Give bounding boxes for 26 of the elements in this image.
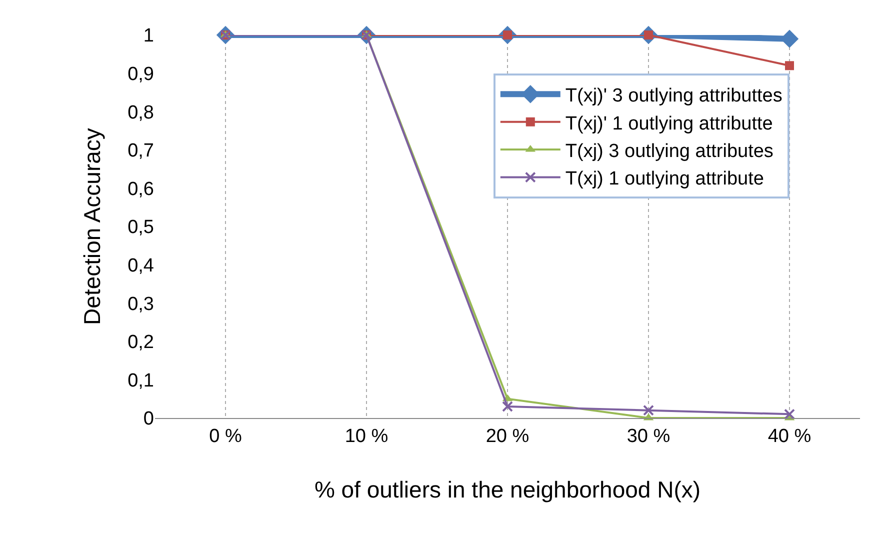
y-tick-label: 0,6 [128, 178, 154, 200]
y-tick-label: 0 [143, 408, 154, 430]
y-tick-label: 0,8 [128, 102, 154, 124]
y-tick-label: 0,9 [128, 64, 154, 85]
x-tick-label: 20 % [486, 426, 530, 447]
y-tick-label: 1 [143, 26, 154, 47]
legend-label: T(xj)' 1 outlying attributte [565, 113, 773, 134]
point [643, 404, 654, 416]
x-tick-label: 40 % [768, 426, 812, 447]
y-tick-label: 0,1 [128, 370, 154, 392]
x-tick-label: 10 % [344, 426, 388, 447]
legend-label: T(xj) 1 outlying attribute [565, 168, 764, 190]
legend-label: T(xj)' 3 outlying attributtes [565, 86, 782, 107]
y-tick-label: 0,3 [128, 294, 154, 315]
point [502, 401, 513, 412]
point [784, 408, 795, 420]
y-axis-title: Detection Accuracy [79, 128, 106, 325]
x-tick-label: 30 % [626, 426, 670, 447]
y-tick-label: 0,5 [128, 217, 154, 238]
y-tick-label: 0,4 [128, 255, 154, 276]
point [785, 61, 794, 70]
x-tick-label: 0 % [209, 426, 242, 447]
y-tick-label: 0,7 [128, 140, 154, 162]
y-tick-label: 0,2 [128, 332, 154, 354]
legend-label: T(xj) 3 outlying attributes [565, 140, 774, 162]
x-axis-title: % of outliers in the neighborhood N(x) [314, 476, 701, 502]
